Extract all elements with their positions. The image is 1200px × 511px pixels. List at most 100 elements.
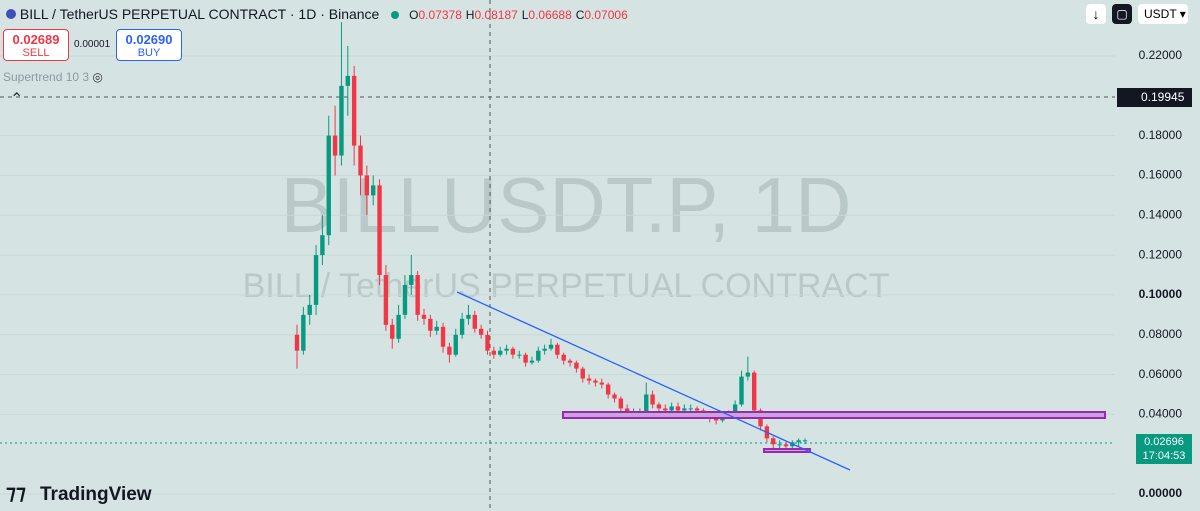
candle-body xyxy=(567,360,573,363)
candle-body xyxy=(802,440,808,442)
buy-button[interactable]: 0.02690 BUY xyxy=(116,29,182,61)
candle-body xyxy=(548,344,554,349)
candle-body xyxy=(783,444,789,447)
y-tick-label: 0.12000 xyxy=(1139,247,1183,261)
ohlc-c: 0.07006 xyxy=(584,8,628,22)
candle-body xyxy=(459,318,465,335)
ohlc-l: 0.06688 xyxy=(528,8,572,22)
candle-body xyxy=(472,314,477,329)
sell-button[interactable]: 0.02689 SELL xyxy=(3,29,69,61)
zone-box[interactable] xyxy=(562,411,1106,419)
crosshair-price: 0.19945 xyxy=(1141,90,1185,104)
candle-body xyxy=(371,185,376,196)
symbol-icon xyxy=(6,9,16,19)
candle-body xyxy=(364,175,370,196)
watermark: BILLUSDT.P, 1D xyxy=(281,161,852,249)
ohlc-o: 0.07378 xyxy=(418,8,462,22)
fullscreen-button[interactable]: ▢ xyxy=(1112,4,1132,24)
candle-body xyxy=(478,328,484,335)
candle-body xyxy=(688,408,693,410)
candle-body xyxy=(612,394,617,399)
y-tick-label: 0.00000 xyxy=(1139,486,1183,500)
candle-body xyxy=(307,304,312,315)
header: BILL / TetherUS PERPETUAL CONTRACT · 1D … xyxy=(6,6,628,22)
zone-box[interactable] xyxy=(763,448,811,453)
brand-logo[interactable]: ⁊⁊ xyxy=(6,482,26,504)
candle-body xyxy=(796,440,801,443)
y-tick-label: 0.08000 xyxy=(1139,327,1183,341)
sell-label: SELL xyxy=(22,47,50,59)
candle-body xyxy=(732,404,738,415)
candle-body xyxy=(351,75,357,146)
indicator-label[interactable]: Supertrend 10 3 ◎ xyxy=(3,70,103,84)
candle-body xyxy=(339,85,344,156)
buy-price: 0.02690 xyxy=(125,32,173,47)
candle-body xyxy=(599,382,604,385)
candle-body xyxy=(498,350,503,355)
last-price-tag xyxy=(1136,434,1192,464)
candle-body xyxy=(440,326,446,347)
candle-body xyxy=(510,348,516,355)
currency-button[interactable]: USDT ▾ xyxy=(1138,4,1188,24)
candle-body xyxy=(345,75,350,86)
candle-body xyxy=(390,324,395,339)
candle-body xyxy=(694,408,700,411)
countdown: 17:04:53 xyxy=(1143,450,1186,462)
candle-body xyxy=(529,360,535,363)
candle-body xyxy=(644,394,649,413)
candle-body xyxy=(523,354,528,363)
trend-line[interactable] xyxy=(456,291,851,471)
candle-body xyxy=(574,362,579,369)
brand[interactable]: TradingView xyxy=(40,484,152,505)
candle-body xyxy=(777,444,782,446)
candle-body xyxy=(326,135,331,236)
y-tick-label: 0.04000 xyxy=(1139,407,1183,421)
buy-label: BUY xyxy=(137,47,161,59)
y-tick-label: 0.16000 xyxy=(1139,168,1183,182)
y-tick-label: 0.10000 xyxy=(1139,287,1183,301)
candle-body xyxy=(713,418,719,421)
candle-body xyxy=(605,384,611,395)
candle-body xyxy=(517,354,522,356)
y-tick-label: 0.06000 xyxy=(1139,367,1183,381)
y-tick-label: 0.14000 xyxy=(1139,207,1183,221)
candle-body xyxy=(580,368,585,379)
watermark-sub: BILL / TetherUS PERPETUAL CONTRACT xyxy=(243,267,890,305)
candle-body xyxy=(383,275,389,325)
candle-body xyxy=(618,398,624,409)
candle-body xyxy=(409,275,414,285)
candle-body xyxy=(358,145,363,176)
candle-body xyxy=(663,408,668,411)
candle-body xyxy=(313,255,319,305)
candle-body xyxy=(542,348,547,351)
candle-body xyxy=(434,326,439,331)
ohlc-l-label: L xyxy=(521,8,529,22)
status-dot xyxy=(391,11,400,19)
spread: 0.00001 xyxy=(74,39,111,50)
candle-body xyxy=(504,348,509,351)
candle-body xyxy=(771,438,776,445)
ohlc-o-label: O xyxy=(409,8,419,22)
visibility-icon[interactable]: ◎ xyxy=(92,70,103,84)
candle-body xyxy=(453,334,458,355)
ohlc-h: 0.08187 xyxy=(474,8,518,22)
crosshair-price-tag: 0.19945 xyxy=(1117,88,1192,107)
candle-body xyxy=(491,350,497,355)
candle-body xyxy=(586,378,592,381)
collapse-icon[interactable]: ⌃ xyxy=(10,91,23,108)
candle-body xyxy=(675,406,681,411)
y-tick-label: 0.18000 xyxy=(1139,128,1183,142)
candle-body xyxy=(415,275,420,315)
candle-body xyxy=(447,346,452,355)
candle-body xyxy=(561,354,566,361)
download-button[interactable]: ↓ xyxy=(1086,4,1106,24)
candle-body xyxy=(332,135,338,156)
candle-body xyxy=(301,314,306,351)
candle-body xyxy=(745,372,751,377)
candle-body xyxy=(593,380,598,383)
ohlc-c-label: C xyxy=(575,8,585,22)
indicator-name: Supertrend 10 3 xyxy=(3,70,90,84)
candle-body xyxy=(428,318,433,331)
